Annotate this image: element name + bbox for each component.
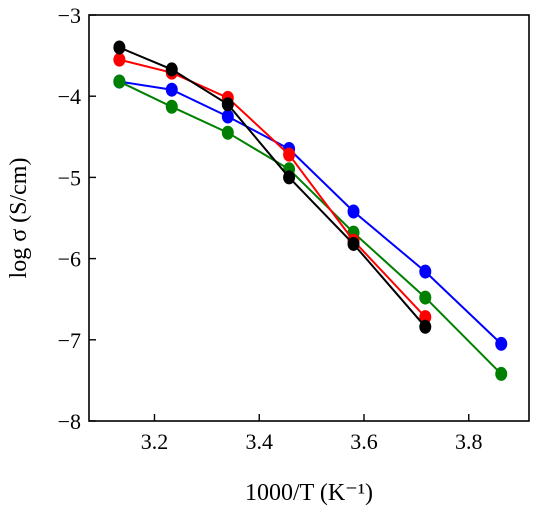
data-point [419, 310, 432, 325]
y-tick-label: −6 [58, 247, 81, 272]
tick-layer: 3.2 3.4 3.6 3.8 −8 −7 −6 −5 −4 −3 [58, 3, 483, 454]
data-point [347, 204, 360, 219]
series-line [119, 80, 502, 345]
data-point [283, 147, 296, 162]
y-axis-label: log σ (S/cm) [6, 158, 32, 279]
x-tick-label: 3.8 [455, 429, 483, 454]
series-line [119, 58, 427, 318]
y-tick-label: −5 [58, 165, 81, 190]
y-tick-label: −4 [58, 84, 81, 109]
y-tick-label: −3 [58, 3, 81, 28]
data-point [419, 319, 432, 334]
x-tick-label: 3.4 [245, 429, 273, 454]
data-point [165, 62, 178, 77]
series-0 [113, 74, 508, 351]
series-2 [113, 52, 432, 325]
data-point [221, 125, 234, 140]
series-1 [113, 74, 508, 381]
series-line [119, 46, 427, 328]
x-tick-label: 3.2 [141, 429, 169, 454]
x-tick-label: 3.6 [350, 429, 378, 454]
data-point [113, 40, 126, 55]
series-line [118, 80, 502, 375]
data-point [221, 109, 234, 124]
x-axis-label: 1000/T (K⁻¹) [245, 480, 373, 506]
series-layer [113, 40, 508, 381]
data-point [165, 82, 178, 97]
data-point [495, 336, 508, 351]
data-point [347, 236, 360, 251]
data-point [221, 97, 234, 112]
y-tick-label: −7 [58, 328, 81, 353]
plot-frame [88, 14, 530, 422]
data-point [113, 52, 126, 67]
data-point [165, 99, 178, 114]
data-point [283, 170, 296, 185]
data-point [495, 366, 508, 381]
series-3 [113, 40, 432, 334]
data-point [113, 74, 126, 89]
data-point [419, 264, 432, 279]
data-point [419, 290, 432, 305]
y-tick-label: −8 [58, 409, 81, 434]
